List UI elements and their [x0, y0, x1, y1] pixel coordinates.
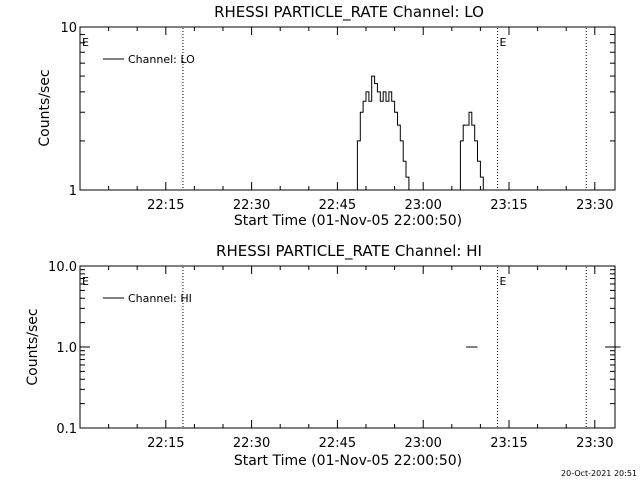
generation-timestamp: 20-Oct-2021 20:51	[561, 469, 637, 478]
y-tick-label: 10.0	[48, 260, 77, 275]
y-tick-label: 1.0	[56, 341, 77, 356]
panel-hi-y-ticks: 0.1 1.0 10.0	[48, 260, 615, 437]
legend-hi-label: Channel: HI	[128, 292, 192, 305]
panel-hi-plot: 22:15 22:30 22:45 23:00 23:15 23:30 0.1 1.0 10.…	[48, 260, 621, 451]
panel-lo-ylabel: Counts/sec	[37, 69, 53, 146]
panel-hi-legend: Channel: HI	[103, 292, 192, 305]
panel-lo-y-ticks: 1 10	[60, 21, 615, 199]
panel-lo-title: RHESSI PARTICLE_RATE Channel: LO	[214, 3, 484, 22]
panel-lo-frame	[79, 26, 616, 191]
event-marker-label: E	[82, 275, 89, 288]
y-tick-label: 1	[69, 184, 77, 199]
y-tick-label: 10	[60, 21, 77, 36]
x-tick-label: 22:30	[233, 436, 270, 451]
event-marker-label: E	[500, 275, 507, 288]
panel-lo-xlabel: Start Time (01-Nov-05 22:00:50)	[234, 213, 462, 229]
x-tick-label: 22:45	[319, 436, 356, 451]
panel-hi-event-lines	[182, 267, 587, 427]
panel-lo-event-lines	[182, 28, 587, 189]
x-tick-label: 22:30	[233, 198, 270, 213]
panel-lo-legend: Channel: LO	[103, 53, 195, 66]
x-tick-label: 22:15	[147, 436, 184, 451]
series-line	[356, 75, 410, 190]
panel-hi-x-ticks: 22:15 22:30 22:45 23:00 23:15 23:30	[108, 266, 614, 451]
series-line	[459, 111, 484, 190]
panel-lo-series	[356, 75, 484, 190]
event-marker-label: E	[500, 36, 507, 49]
panel-hi-ylabel: Counts/sec	[25, 308, 41, 385]
x-tick-label: 22:45	[319, 198, 356, 213]
legend-lo-label: Channel: LO	[128, 53, 195, 66]
panel-hi-title: RHESSI PARTICLE_RATE Channel: HI	[216, 242, 482, 261]
panel-lo-x-ticks: 22:15 22:30 22:45 23:00 23:15 23:30	[108, 27, 614, 213]
x-tick-label: 23:15	[490, 436, 527, 451]
panel-hi-xlabel: Start Time (01-Nov-05 22:00:50)	[234, 453, 462, 469]
x-tick-label: 23:00	[404, 436, 441, 451]
x-tick-label: 23:15	[490, 198, 527, 213]
x-tick-label: 22:15	[147, 198, 184, 213]
x-tick-label: 23:30	[576, 198, 613, 213]
event-marker-label: E	[82, 36, 89, 49]
y-tick-label: 0.1	[56, 422, 77, 437]
panel-hi-frame	[79, 265, 616, 429]
x-tick-label: 23:30	[576, 436, 613, 451]
x-tick-label: 23:00	[404, 198, 441, 213]
